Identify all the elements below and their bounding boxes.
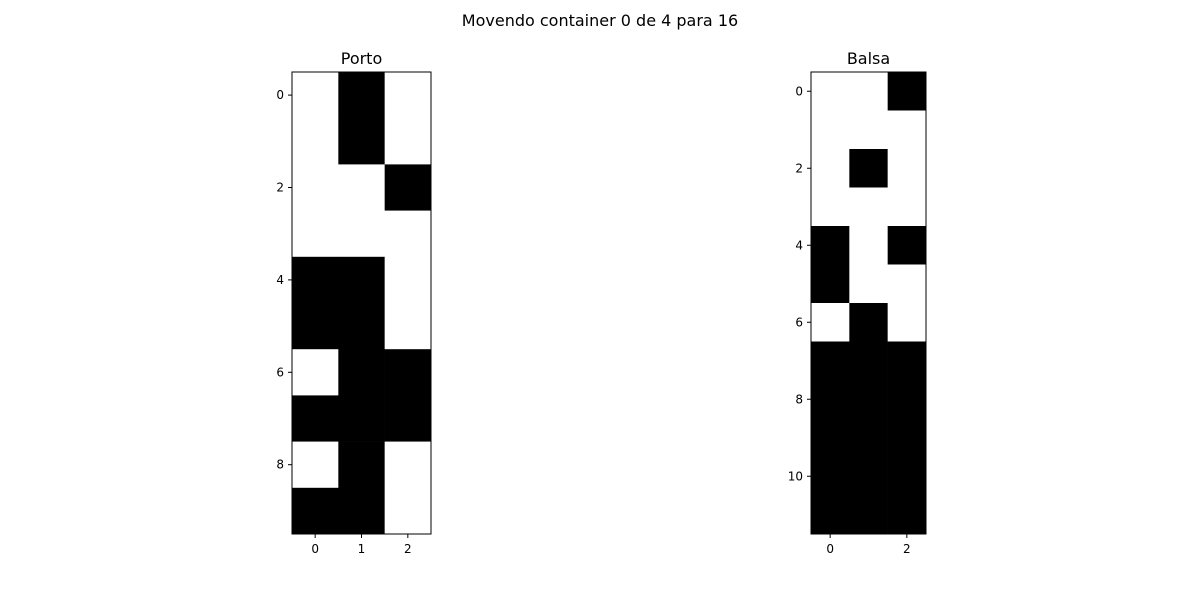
balsa-cell-r4-c1: [849, 226, 888, 265]
balsa-cell-r0-c1: [849, 72, 888, 111]
porto-cell-r9-c2: [384, 487, 432, 535]
porto-cell-r0-c0: [292, 72, 339, 119]
balsa-ytick-label-0: 0: [795, 84, 803, 98]
balsa-cell-r11-c2: [887, 495, 927, 535]
porto-cell-r2-c0: [292, 164, 339, 211]
balsa-cell-r0-c0: [811, 72, 850, 111]
porto-cell-r0-c2: [384, 72, 432, 119]
porto-cell-r4-c2: [384, 256, 432, 304]
balsa-cell-r9-c1: [849, 418, 888, 458]
balsa-xtick-label-0: 0: [826, 542, 834, 556]
porto-cell-r4-c1: [338, 256, 385, 304]
porto-cell-r5-c1: [338, 303, 385, 350]
porto-cell-r2-c1: [338, 164, 385, 211]
balsa-cell-r3-c1: [849, 187, 888, 227]
balsa-cell-r3-c0: [811, 187, 850, 227]
porto-ytick-label-0: 0: [276, 88, 284, 102]
balsa-cell-r11-c0: [811, 495, 850, 535]
balsa-cell-r0-c2: [887, 72, 927, 111]
heatmap-balsa: Balsa 0 2 0 2 4 6 8 10: [788, 49, 927, 556]
porto-cell-r8-c2: [384, 441, 432, 489]
balsa-cell-r9-c0: [811, 418, 850, 458]
balsa-cell-r5-c2: [887, 264, 927, 304]
balsa-cell-r10-c2: [887, 457, 927, 496]
porto-cell-r9-c1: [338, 487, 385, 535]
balsa-cell-r6-c1: [849, 303, 888, 342]
balsa-cell-r8-c0: [811, 380, 850, 419]
balsa-cell-r4-c2: [887, 226, 927, 265]
balsa-cell-r2-c1: [849, 149, 888, 188]
porto-cell-r1-c2: [384, 118, 432, 165]
balsa-cell-r2-c0: [811, 149, 850, 188]
balsa-cell-r9-c2: [887, 418, 927, 458]
porto-cell-r8-c0: [292, 441, 339, 489]
balsa-cell-r8-c2: [887, 380, 927, 419]
balsa-cell-r5-c0: [811, 264, 850, 304]
balsa-cell-r11-c1: [849, 495, 888, 535]
porto-cell-r2-c2: [384, 164, 432, 211]
porto-xtick-label-2: 2: [404, 542, 412, 556]
porto-ytick-label-6: 6: [276, 365, 284, 379]
porto-cell-r5-c0: [292, 303, 339, 350]
balsa-cell-r5-c1: [849, 264, 888, 304]
balsa-cell-r7-c0: [811, 341, 850, 381]
balsa-ytick-label-10: 10: [788, 469, 803, 483]
balsa-cell-r10-c1: [849, 457, 888, 496]
porto-cell-r1-c1: [338, 118, 385, 165]
porto-cell-r1-c0: [292, 118, 339, 165]
balsa-ytick-label-8: 8: [795, 392, 803, 406]
balsa-ytick-label-6: 6: [795, 315, 803, 329]
porto-cell-r6-c0: [292, 349, 339, 396]
balsa-cell-r7-c2: [887, 341, 927, 381]
porto-cell-r5-c2: [384, 303, 432, 350]
balsa-cell-r10-c0: [811, 457, 850, 496]
porto-ytick-label-2: 2: [276, 181, 284, 195]
porto-cell-r7-c0: [292, 395, 339, 442]
balsa-cell-r1-c2: [887, 110, 927, 150]
balsa-cell-r1-c1: [849, 110, 888, 150]
porto-cell-r6-c2: [384, 349, 432, 396]
porto-cell-r3-c2: [384, 210, 432, 258]
porto-cell-r7-c1: [338, 395, 385, 442]
balsa-cell-r4-c0: [811, 226, 850, 265]
porto-ytick-label-4: 4: [276, 273, 284, 287]
balsa-cell-r6-c0: [811, 303, 850, 342]
porto-cell-r3-c0: [292, 210, 339, 258]
balsa-cell-r7-c1: [849, 341, 888, 381]
porto-cell-r3-c1: [338, 210, 385, 258]
balsa-cell-r3-c2: [887, 187, 927, 227]
balsa-cell-r2-c2: [887, 149, 927, 188]
porto-ytick-label-8: 8: [276, 458, 284, 472]
figure-suptitle: Movendo container 0 de 4 para 16: [462, 11, 738, 30]
porto-xtick-label-0: 0: [311, 542, 319, 556]
balsa-ytick-label-4: 4: [795, 238, 803, 252]
balsa-ytick-label-2: 2: [795, 161, 803, 175]
balsa-cell-r8-c1: [849, 380, 888, 419]
balsa-cell-r1-c0: [811, 110, 850, 150]
balsa-xtick-label-2: 2: [903, 542, 911, 556]
porto-cell-r4-c0: [292, 256, 339, 304]
porto-xtick-label-1: 1: [358, 542, 366, 556]
porto-title: Porto: [341, 49, 383, 68]
heatmap-porto: Porto 0 1 2 0 2 4 6 8: [276, 49, 432, 556]
porto-cell-r0-c1: [338, 72, 385, 119]
balsa-cell-r6-c2: [887, 303, 927, 342]
balsa-title: Balsa: [847, 49, 890, 68]
porto-cell-r6-c1: [338, 349, 385, 396]
porto-cell-r7-c2: [384, 395, 432, 442]
porto-cell-r9-c0: [292, 487, 339, 535]
porto-cell-r8-c1: [338, 441, 385, 489]
balsa-axes-frame: [810, 71, 927, 535]
